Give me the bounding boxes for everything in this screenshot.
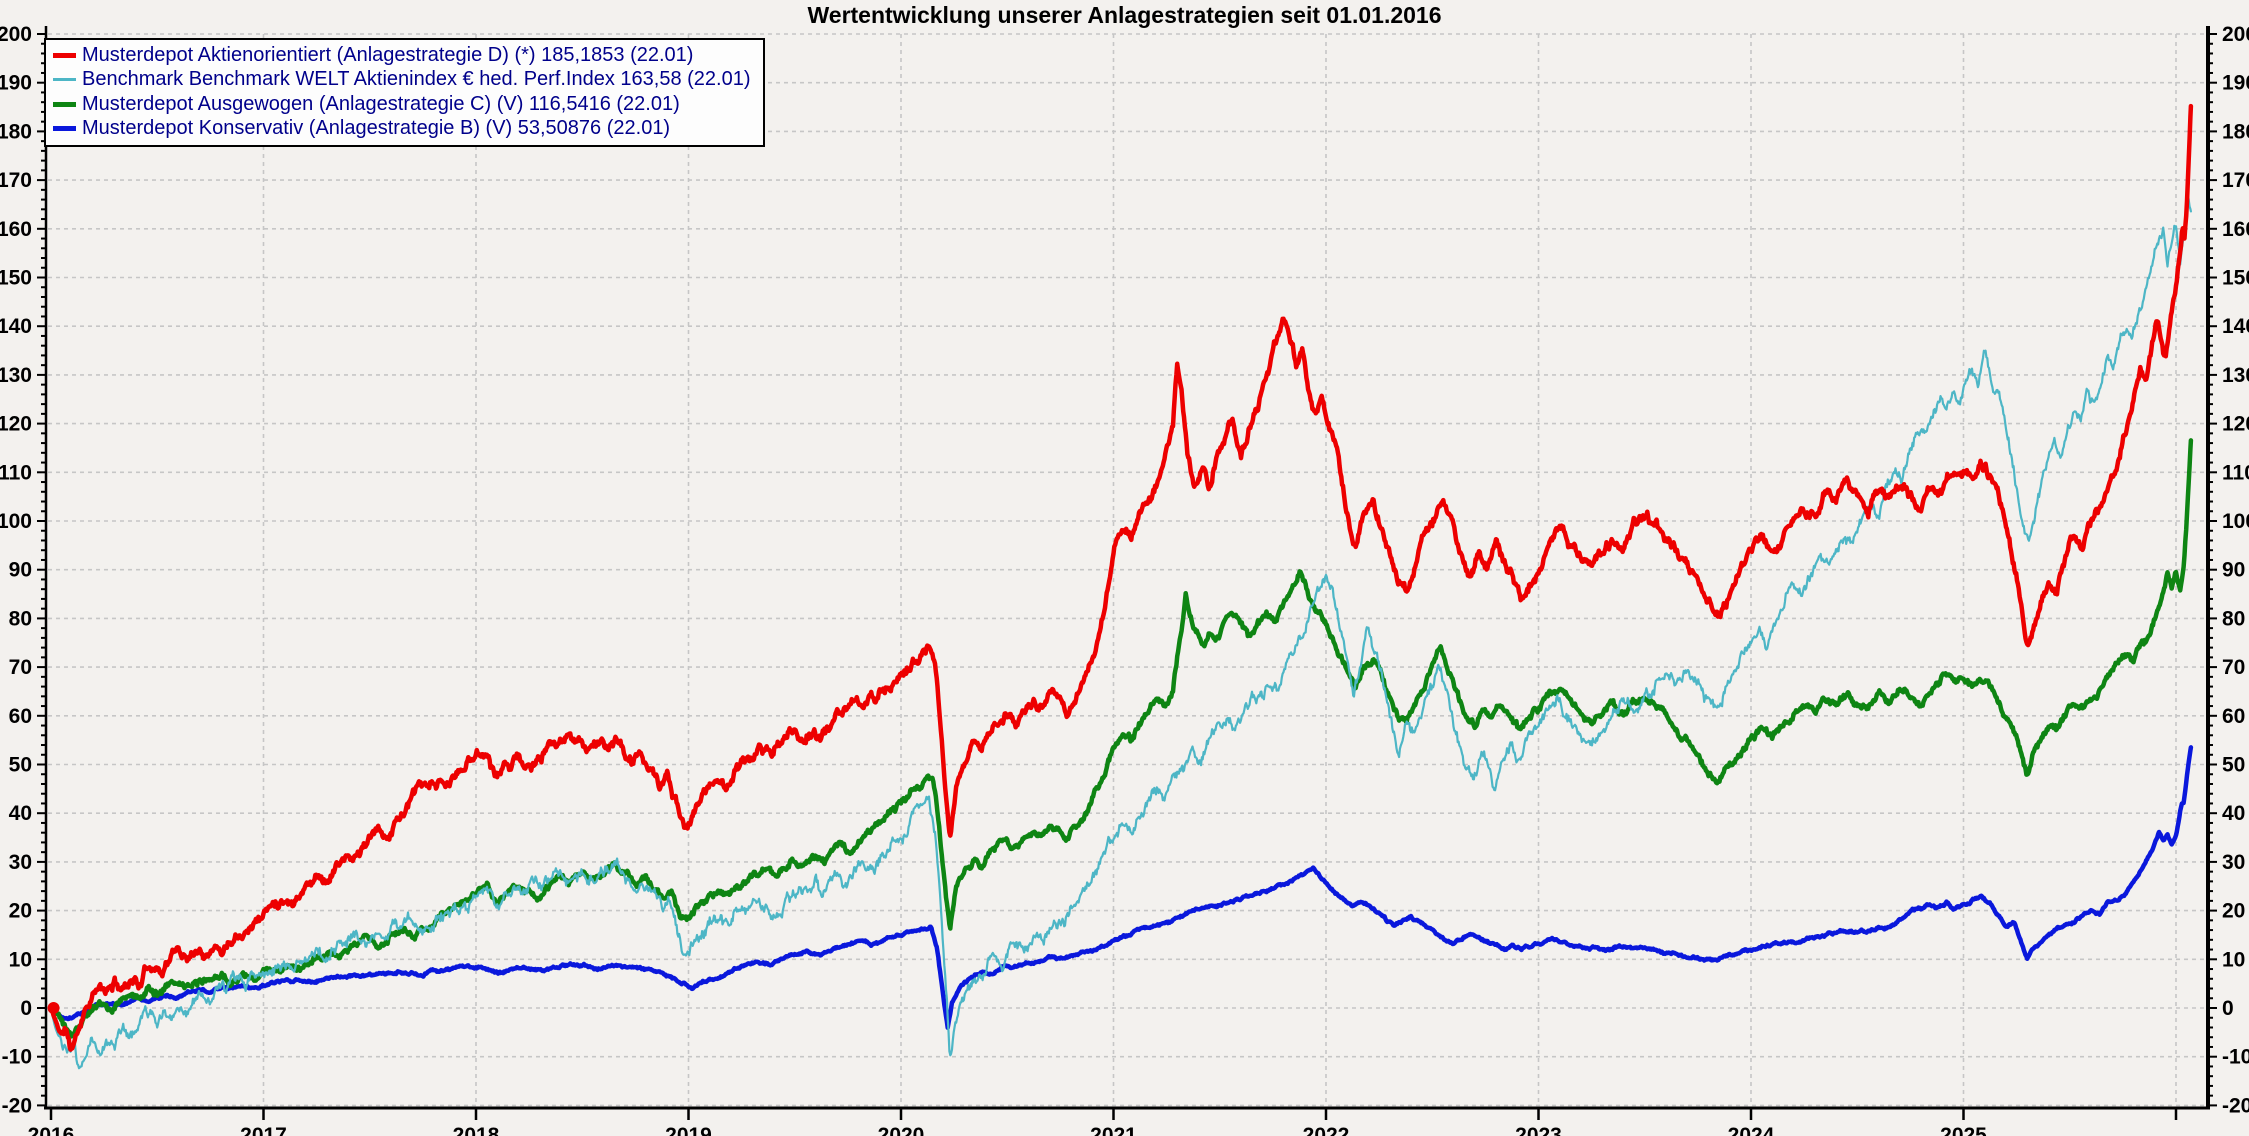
- y-tick-label: 140: [0, 315, 32, 338]
- y-tick-label: 40: [9, 802, 32, 825]
- y-tick-label: 190: [0, 72, 32, 95]
- y-tick-label: 90: [2222, 559, 2245, 582]
- series-line-3: [48, 745, 2194, 1030]
- legend-box: Musterdepot Aktienorientiert (Anlagestra…: [44, 38, 765, 147]
- y-tick-label: 90: [9, 559, 32, 582]
- x-tick-label: 2020: [878, 1124, 925, 1136]
- y-tick-label: 110: [2222, 461, 2249, 484]
- y-tick-label: 80: [2222, 607, 2245, 630]
- y-tick-label: 0: [2222, 997, 2234, 1020]
- chart-title: Wertentwicklung unserer Anlagestrategien…: [807, 2, 1442, 28]
- x-tick-label: 2018: [453, 1124, 500, 1136]
- y-tick-label: 20: [2222, 900, 2245, 923]
- legend-item-0: Musterdepot Aktienorientiert (Anlagestra…: [53, 43, 751, 68]
- x-tick-label: 2016: [28, 1124, 75, 1136]
- legend-item-2: Musterdepot Ausgewogen (Anlagestrategie …: [53, 92, 751, 117]
- y-tick-label: 200: [2222, 23, 2249, 46]
- y-tick-label: 170: [2222, 169, 2249, 192]
- series-color-dash-icon: [53, 52, 76, 58]
- y-axis-labels-left: 2001901801701601501401301201101009080706…: [0, 23, 32, 1117]
- legend-label: Benchmark Benchmark WELT Aktienindex € h…: [82, 68, 751, 91]
- y-tick-label: 110: [0, 461, 32, 484]
- legend-item-3: Musterdepot Konservativ (Anlagestrategie…: [53, 117, 751, 142]
- y-tick-label: 60: [9, 705, 32, 728]
- y-tick-label: 40: [2222, 802, 2245, 825]
- series-line-1: [49, 194, 2192, 1070]
- gridlines: [48, 33, 2206, 1107]
- y-tick-label: 120: [2222, 413, 2249, 436]
- y-tick-label: -10: [2222, 1046, 2249, 1069]
- y-tick-label: 10: [2222, 948, 2245, 971]
- legend-item-1: Benchmark Benchmark WELT Aktienindex € h…: [53, 68, 751, 93]
- y-tick-label: -10: [2, 1046, 32, 1069]
- y-tick-label: 70: [2222, 656, 2245, 679]
- x-tick-label: 2017: [240, 1124, 287, 1136]
- x-tick-label: 2025: [1940, 1124, 1987, 1136]
- series-line-2: [48, 438, 2194, 1039]
- axes: [37, 26, 2217, 1120]
- legend-label: Musterdepot Ausgewogen (Anlagestrategie …: [82, 92, 680, 115]
- y-tick-label: 10: [9, 948, 32, 971]
- legend-label: Musterdepot Aktienorientiert (Anlagestra…: [82, 43, 694, 66]
- x-tick-label: 2019: [665, 1124, 712, 1136]
- y-tick-label: 50: [9, 754, 32, 777]
- y-tick-label: 100: [2222, 510, 2249, 533]
- y-tick-label: -20: [2, 1094, 32, 1117]
- y-tick-label: 120: [0, 413, 32, 436]
- y-tick-label: 30: [2222, 851, 2245, 874]
- y-tick-label: 60: [2222, 705, 2245, 728]
- y-tick-label: 140: [2222, 315, 2249, 338]
- y-tick-label: 70: [9, 656, 32, 679]
- y-tick-label: 170: [0, 169, 32, 192]
- series-color-dash-icon: [53, 126, 76, 132]
- series-start-marker-icon: [47, 1002, 60, 1014]
- y-tick-label: 80: [9, 607, 32, 630]
- series-color-dash-icon: [53, 78, 76, 82]
- y-tick-label: 160: [0, 218, 32, 241]
- y-tick-label: 0: [20, 997, 32, 1020]
- series-lines: [47, 103, 2194, 1070]
- y-tick-label: 150: [2222, 267, 2249, 290]
- y-axis-labels-right: 2001901801701601501401301201101009080706…: [2222, 23, 2249, 1117]
- series-color-dash-icon: [53, 101, 76, 107]
- y-tick-label: 20: [9, 900, 32, 923]
- y-tick-label: 130: [0, 364, 32, 387]
- y-tick-label: 100: [0, 510, 32, 533]
- y-tick-label: 180: [2222, 120, 2249, 143]
- y-tick-label: 50: [2222, 754, 2245, 777]
- y-tick-label: 180: [0, 120, 32, 143]
- x-tick-label: 2021: [1090, 1124, 1137, 1136]
- legend-label: Musterdepot Konservativ (Anlagestrategie…: [82, 117, 671, 140]
- x-axis-labels: 2016 2017 2018 2019 2020 2021 2022 2023 2024 2025: [28, 1124, 1988, 1136]
- y-tick-label: 130: [2222, 364, 2249, 387]
- x-tick-label: 2023: [1515, 1124, 1562, 1136]
- series-line-0: [48, 103, 2194, 1052]
- y-tick-label: 160: [2222, 218, 2249, 241]
- y-tick-label: 200: [0, 23, 32, 46]
- x-tick-label: 2024: [1728, 1124, 1775, 1136]
- y-tick-label: 190: [2222, 72, 2249, 95]
- x-tick-label: 2022: [1303, 1124, 1350, 1136]
- y-tick-label: 30: [9, 851, 32, 874]
- y-tick-label: 150: [0, 267, 32, 290]
- y-tick-label: -20: [2222, 1094, 2249, 1117]
